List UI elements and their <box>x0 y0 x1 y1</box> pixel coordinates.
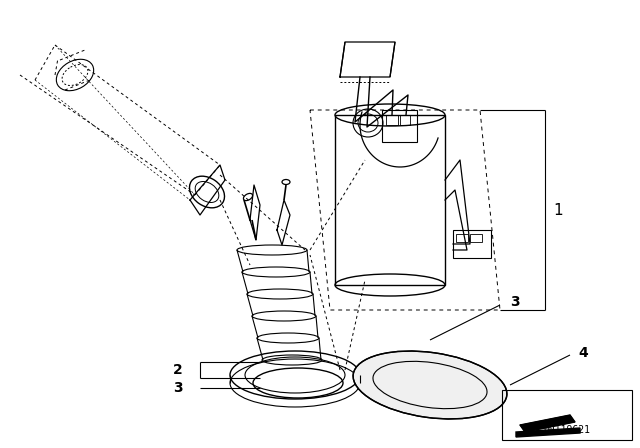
Bar <box>335 115 445 285</box>
Bar <box>470 234 482 242</box>
Ellipse shape <box>353 351 507 419</box>
Bar <box>386 115 398 125</box>
Text: 2: 2 <box>173 363 183 377</box>
Text: 3: 3 <box>173 381 183 395</box>
Text: 1: 1 <box>553 202 563 217</box>
Polygon shape <box>516 428 580 437</box>
Bar <box>453 230 491 258</box>
Bar <box>502 390 632 440</box>
Bar <box>400 115 410 125</box>
Bar <box>382 110 417 142</box>
Text: 4: 4 <box>578 346 588 360</box>
Text: 3: 3 <box>510 295 520 309</box>
Polygon shape <box>520 415 575 432</box>
Text: 00119621: 00119621 <box>543 425 591 435</box>
Bar <box>456 234 468 242</box>
